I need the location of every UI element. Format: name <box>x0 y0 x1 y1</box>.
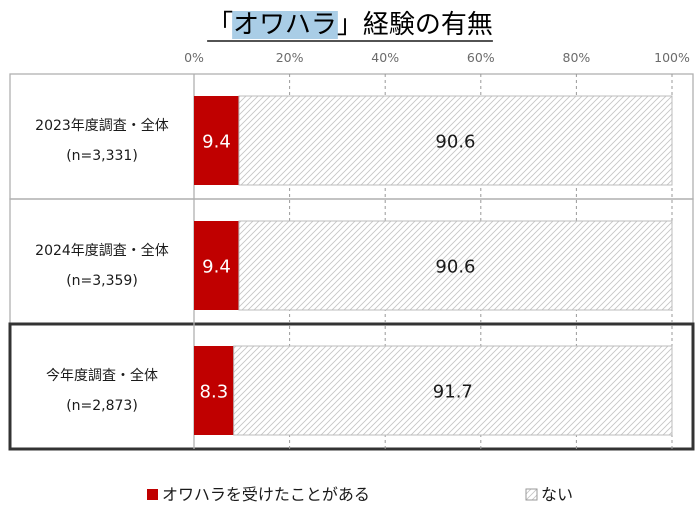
highlighted-row-frame <box>8 322 695 451</box>
category-label: 2023年度調査・全体 <box>35 117 169 134</box>
legend-swatch-none <box>525 488 538 501</box>
x-tick-label: 40% <box>371 50 399 65</box>
data-label: 9.4 <box>202 132 231 153</box>
data-label: 8.3 <box>200 382 229 403</box>
chart-title-group: 「オワハラ」経験の有無 <box>207 10 493 42</box>
bar-not-experienced <box>233 345 673 436</box>
x-tick-label: 80% <box>563 50 591 65</box>
x-tick-label: 60% <box>467 50 495 65</box>
bar-experienced <box>194 221 239 310</box>
data-label: 9.4 <box>202 257 231 278</box>
category-n-label: (n=3,359) <box>66 273 138 289</box>
title-part: 「 <box>207 10 233 40</box>
category-label: 今年度調査・全体 <box>46 367 158 384</box>
title-highlight <box>232 11 338 39</box>
legend-label-none: ない <box>541 485 573 504</box>
x-tick-label: 20% <box>276 50 304 65</box>
legend: オワハラを受けたことがある ない <box>147 485 573 504</box>
category-n-label: (n=2,873) <box>66 398 138 414</box>
bar-not-experienced <box>238 220 673 311</box>
legend-swatch-experienced <box>147 489 158 500</box>
title-part: 」経験の有無 <box>337 10 493 40</box>
data-label: 90.6 <box>435 132 475 153</box>
legend-label-experienced: オワハラを受けたことがある <box>162 485 370 504</box>
x-tick-label: 0% <box>184 50 204 65</box>
data-label: 90.6 <box>435 257 475 278</box>
chart-title: 「オワハラ」経験の有無 <box>207 10 493 40</box>
plot-area: 2023年度調査・全体 (n=3,331) 9.4 90.6 2024年度調査・全体 (n… <box>8 73 695 451</box>
bar-experienced <box>194 96 239 185</box>
category-n-label: (n=3,331) <box>66 148 138 164</box>
category-label: 2024年度調査・全体 <box>35 242 169 259</box>
bar-experienced <box>194 346 234 435</box>
x-tick-label: 100% <box>654 50 690 65</box>
bar-not-experienced <box>238 95 673 186</box>
title-highlight-word: オワハラ <box>233 10 337 40</box>
data-label: 91.7 <box>433 382 473 403</box>
x-axis-ticks: 0% 20% 40% 60% 80% 100% <box>184 50 690 65</box>
